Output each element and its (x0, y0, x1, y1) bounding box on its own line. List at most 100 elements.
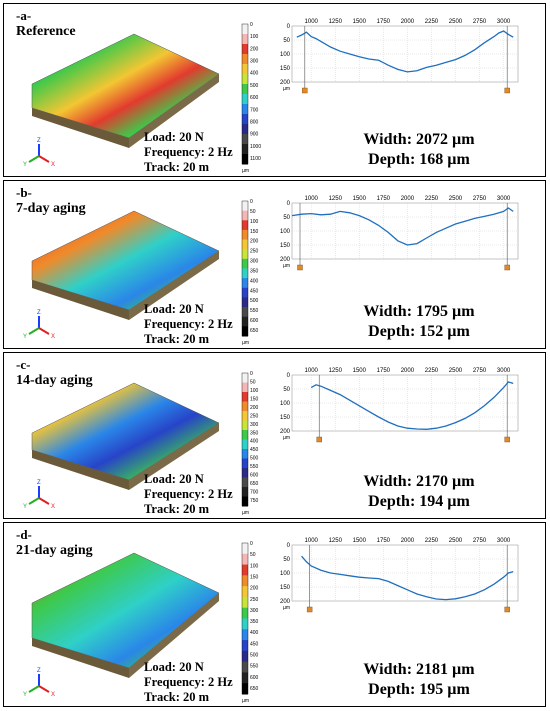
param-track: Track: 20 m (144, 690, 210, 704)
surface-3d-image: Z Y X (23, 382, 220, 510)
profile-x-tick-label: 1500 (353, 538, 367, 544)
profile-x-tick-label: 2750 (473, 19, 487, 25)
profile-x-tick-label: 1000 (305, 196, 319, 202)
panel-tag: -d- (16, 527, 32, 542)
profile-y-tick-label: 100 (280, 401, 291, 407)
surface-3d-image: Z Y X (23, 210, 220, 340)
svg-text:X: X (51, 334, 55, 340)
colorbar-tick-label: 400 (250, 630, 259, 636)
colorbar-tick-label: 150 (250, 574, 259, 580)
colorbar-tick-label: 0 (250, 199, 253, 205)
profile-x-tick-label: 2000 (401, 19, 415, 25)
colorbar-tick-label: 50 (250, 552, 256, 558)
colorbar-unit: µm (242, 168, 249, 174)
panel-title: 21-day aging (16, 543, 93, 558)
profile-y-unit: µm (283, 605, 290, 611)
colorbar-tick-label: 350 (250, 619, 259, 625)
colorbar-tick-label: 300 (250, 608, 259, 614)
profile-y-tick-label: 0 (287, 373, 291, 379)
profile-y-tick-label: 100 (280, 571, 291, 577)
colorbar-tick-label: 900 (250, 132, 259, 138)
profile-x-tick-label: 1750 (377, 538, 391, 544)
colorbar-tick-label: 1100 (250, 156, 261, 162)
profile-x-tick-label: 3000 (497, 368, 511, 374)
profile-y-tick-label: 200 (280, 257, 291, 263)
wear-results: Width: 1795 µm Depth: 152 µm (304, 302, 534, 342)
svg-text:Z: Z (37, 668, 41, 674)
profile-x-tick-label: 1750 (377, 196, 391, 202)
colorbar-tick-label: 200 (250, 586, 259, 592)
colorbar-tick-label: 650 (250, 686, 259, 692)
test-parameters: Load: 20 N Frequency: 2 Hz Track: 20 m (144, 472, 233, 517)
param-track: Track: 20 m (144, 160, 210, 174)
colorbar-tick-label: 600 (250, 473, 259, 479)
param-track: Track: 20 m (144, 502, 210, 516)
profile-y-tick-label: 200 (280, 429, 291, 435)
param-track: Track: 20 m (144, 332, 210, 346)
profile-x-tick-label: 2500 (449, 196, 463, 202)
result-width: Width: 1795 µm (363, 303, 475, 320)
colorbar-tick-label: 400 (250, 71, 259, 77)
profile-cursor-marker (302, 87, 308, 94)
profile-x-tick-label: 1250 (329, 538, 343, 544)
colorbar-tick-label: 0 (250, 541, 253, 547)
svg-text:Y: Y (23, 692, 27, 698)
svg-text:Y: Y (23, 162, 27, 168)
profile-x-tick-label: 1250 (329, 196, 343, 202)
svg-text:Y: Y (23, 334, 27, 340)
panel-tag: -b- (16, 185, 32, 200)
colorbar-tick-label: 1000 (250, 144, 261, 150)
profile-x-tick-label: 1500 (353, 368, 367, 374)
profile-line (310, 381, 514, 430)
profile-x-tick-label: 1000 (305, 368, 319, 374)
profile-line (301, 555, 514, 601)
profile-cursor-marker (504, 436, 510, 443)
colorbar-unit: µm (242, 340, 249, 346)
panel-title: Reference (16, 24, 76, 39)
panel-title: 7-day aging (16, 201, 86, 216)
profile-cursor-marker (306, 606, 313, 613)
result-width: Width: 2072 µm (363, 131, 475, 148)
svg-text:Z: Z (37, 480, 41, 486)
profile-x-tick-label: 2500 (449, 538, 463, 544)
colorbar-tick-label: 100 (250, 563, 259, 569)
colorbar-tick-label: 350 (250, 430, 259, 436)
colorbar-tick-label: 450 (250, 447, 259, 453)
param-frequency: Frequency: 2 Hz (144, 675, 233, 689)
profile-x-tick-label: 2250 (425, 196, 439, 202)
wear-results: Width: 2170 µm Depth: 194 µm (304, 472, 534, 512)
colorbar-tick-label: 600 (250, 318, 259, 324)
colorbar-tick-label: 300 (250, 422, 259, 428)
colorbar-tick-label: 500 (250, 83, 259, 89)
profile-y-tick-label: 50 (283, 215, 290, 221)
colorbar-tick-label: 700 (250, 107, 259, 113)
svg-text:Y: Y (23, 504, 27, 510)
profile-x-tick-label: 3000 (497, 196, 511, 202)
colorbar-tick-label: 50 (250, 209, 256, 215)
param-load: Load: 20 N (144, 472, 204, 486)
profile-cursor-marker (504, 606, 510, 613)
colorbar-tick-label: 300 (250, 59, 259, 65)
profile-chart: 1000 1250 1500 1750 2000 2250 2500 2750 3000 0 50 1… (280, 538, 519, 613)
profile-cursor-marker (316, 436, 322, 443)
profile-y-tick-label: 150 (280, 243, 291, 249)
profile-y-tick-label: 0 (287, 24, 291, 30)
profile-y-tick-label: 0 (287, 543, 291, 549)
colorbar-tick-label: 450 (250, 288, 259, 294)
test-parameters: Load: 20 N Frequency: 2 Hz Track: 20 m (144, 130, 233, 175)
profile-x-tick-label: 2000 (401, 368, 415, 374)
profile-x-tick-label: 1750 (377, 19, 391, 25)
profile-x-tick-label: 2500 (449, 19, 463, 25)
profile-x-tick-label: 1250 (329, 368, 343, 374)
profile-cursor-marker (504, 264, 510, 271)
profile-x-tick-label: 1250 (329, 19, 343, 25)
param-frequency: Frequency: 2 Hz (144, 145, 233, 159)
profile-y-unit: µm (283, 435, 290, 441)
param-load: Load: 20 N (144, 130, 204, 144)
height-colorbar: 0 50 100 150 200 250 300 350 400 450 500 550 600 650µ… (241, 541, 259, 704)
colorbar-tick-label: 200 (250, 405, 259, 411)
profile-y-tick-label: 50 (283, 387, 290, 393)
panel-c: -c- 14-day aging Z Y X Load: 20 N Frequency: 2… (3, 352, 546, 519)
svg-text:X: X (51, 162, 55, 168)
height-colorbar: 0 50 100 150 200 250 300 350 400 450 500 550 600 650µ… (241, 199, 259, 346)
